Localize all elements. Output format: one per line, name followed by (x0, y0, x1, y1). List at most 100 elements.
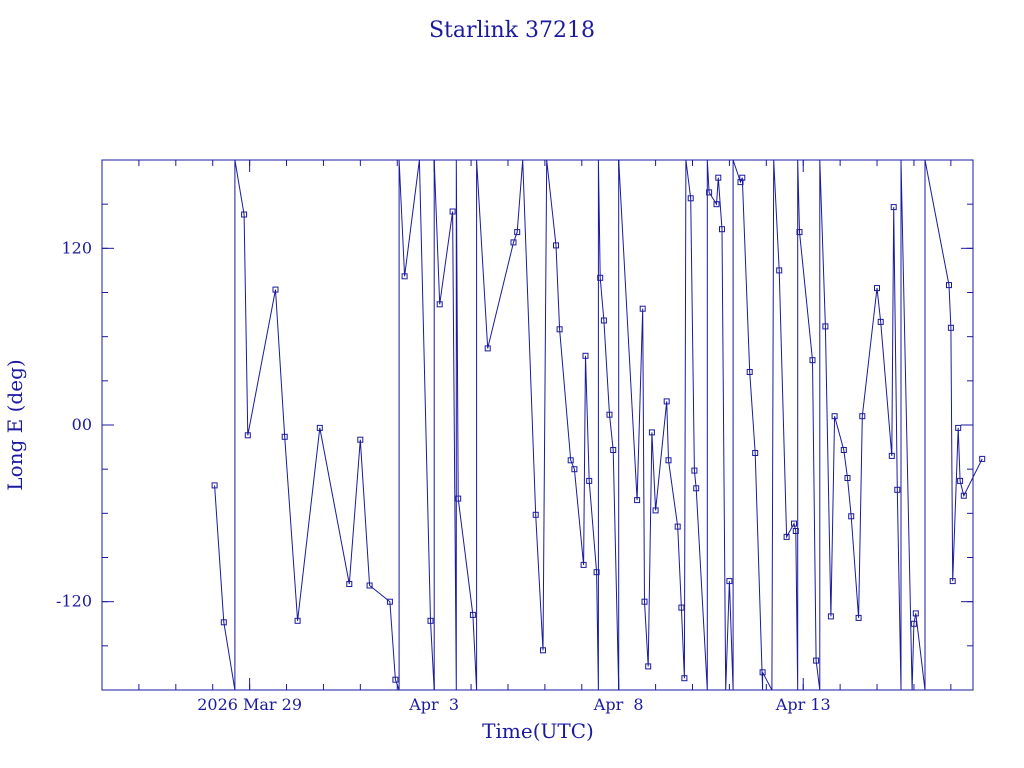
data-point-marker (859, 413, 866, 420)
data-point-marker (634, 497, 641, 504)
data-point-marker (449, 208, 456, 215)
data-point-marker (783, 533, 790, 540)
data-point-marker (648, 429, 655, 436)
data-point-marker (706, 189, 713, 196)
data-point-marker (639, 305, 646, 312)
data-point-marker (436, 301, 443, 308)
data-point-marker (726, 578, 733, 585)
data-point-marker (294, 617, 301, 624)
y-tick-label: 00 (72, 415, 92, 434)
data-point-marker (752, 450, 759, 456)
data-point-marker (652, 507, 659, 514)
data-point-marker (809, 357, 816, 364)
plot-frame (101, 159, 974, 691)
data-point-marker (822, 323, 829, 330)
data-point-marker (401, 273, 408, 280)
data-point-marker (719, 226, 725, 233)
data-point-marker (663, 398, 670, 405)
data-point-marker (737, 179, 744, 186)
data-point-marker (691, 467, 698, 474)
x-tick-label: Apr 13 (775, 695, 831, 714)
data-point-marker (586, 477, 593, 484)
x-tick-label: Apr 3 (408, 695, 459, 714)
data-point-marker (855, 614, 862, 621)
data-point-marker (946, 282, 952, 289)
data-point-marker (593, 569, 600, 576)
data-point-marker (556, 326, 563, 333)
data-point-marker (514, 229, 521, 236)
data-point-marker (241, 211, 248, 218)
data-point-marker (386, 598, 393, 605)
data-point-marker (281, 433, 288, 440)
data-point-marker (739, 174, 746, 181)
data-point-marker (510, 239, 517, 246)
data-point-marker (957, 477, 964, 484)
data-series (211, 159, 986, 691)
data-point-marker (960, 492, 967, 499)
data-point-marker (746, 369, 753, 375)
data-point-marker (244, 432, 251, 439)
data-point-marker (580, 561, 587, 568)
data-point-marker (877, 318, 884, 325)
data-point-marker (693, 485, 700, 492)
y-axis-label: Long E (deg) (3, 359, 27, 490)
data-point-marker (687, 195, 694, 202)
x-tick-label: 2026 Mar 29 (197, 695, 302, 714)
data-point-marker (681, 675, 688, 682)
data-point-marker (844, 475, 851, 481)
data-point-marker (831, 413, 838, 420)
data-point-marker (645, 663, 652, 670)
data-point-marker (840, 447, 847, 453)
data-point-marker (979, 455, 986, 462)
data-point-marker (678, 604, 685, 611)
data-point-marker (665, 457, 672, 464)
data-point-marker (211, 482, 218, 489)
y-tick-label: -120 (56, 592, 92, 611)
data-point-marker (392, 676, 399, 683)
data-point-marker (316, 424, 323, 431)
data-point-marker (792, 528, 799, 534)
data-point-marker (874, 285, 880, 292)
y-tick-labels: 120 00 -120 (56, 238, 92, 610)
data-point-marker (791, 520, 797, 527)
data-point-marker (949, 578, 956, 585)
data-point-marker (912, 610, 919, 617)
chart-title: Starlink 37218 (429, 18, 595, 43)
x-tick-labels: 2026 Mar 29 Apr 3 Apr 8 Apr 13 (197, 695, 830, 714)
data-point-marker (597, 274, 604, 281)
data-point-marker (220, 619, 227, 626)
data-point-marker (571, 466, 578, 473)
data-point-marker (606, 411, 613, 418)
data-point-marker (848, 513, 855, 520)
data-point-marker (357, 436, 364, 443)
data-point-marker (894, 486, 901, 493)
data-point-marker (713, 201, 720, 208)
data-point-marker (540, 647, 546, 654)
data-point-marker (600, 317, 607, 324)
major-ticks (102, 160, 973, 690)
data-point-marker (553, 242, 559, 249)
data-point-marker (484, 345, 491, 352)
data-point-marker (455, 495, 462, 502)
data-point-marker (346, 581, 353, 587)
minor-ticks (102, 160, 973, 690)
data-point-marker (610, 447, 617, 453)
y-tick-label: 120 (61, 238, 92, 257)
data-point-marker (955, 424, 962, 431)
data-point-marker (947, 324, 954, 331)
x-tick-label: Apr 8 (593, 695, 644, 714)
data-point-marker (759, 669, 766, 676)
data-point-marker (469, 611, 476, 618)
series-line (214, 159, 983, 691)
x-axis-label: Time(UTC) (482, 719, 594, 743)
data-point-marker (813, 657, 820, 664)
data-point-marker (641, 598, 648, 605)
data-point-marker (910, 620, 917, 627)
data-point-marker (272, 286, 279, 293)
data-point-marker (674, 523, 681, 530)
data-point-marker (427, 617, 434, 624)
data-point-marker (366, 582, 373, 589)
data-point-marker (796, 229, 803, 236)
data-point-marker (567, 457, 574, 464)
